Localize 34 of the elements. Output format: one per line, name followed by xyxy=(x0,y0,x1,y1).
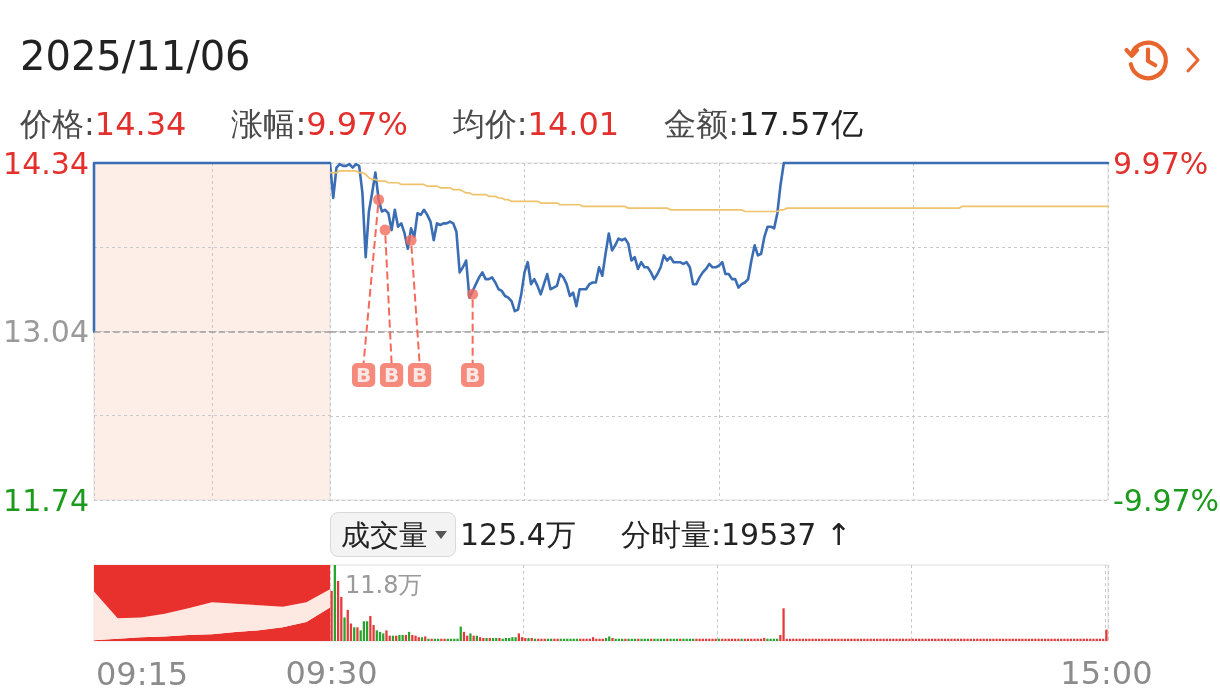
y-tick-label: 14.34 xyxy=(3,145,89,181)
text: 125.4万 xyxy=(460,515,576,554)
text: 涨幅:9.97% xyxy=(231,105,408,143)
text: 分时量:19537 ↑ xyxy=(620,515,852,554)
y-tick-label: 9.97% xyxy=(1113,145,1209,181)
bar xyxy=(343,617,346,641)
chart-title: 成交量 xyxy=(341,516,428,554)
point xyxy=(373,194,385,206)
y-tick-label: 13.04 xyxy=(3,314,89,349)
dropdown: 成交量 xyxy=(330,512,456,557)
bar xyxy=(782,608,785,641)
text: 均价:14.01 xyxy=(452,105,620,143)
bar xyxy=(375,630,378,641)
text: 09:15 xyxy=(96,655,189,693)
y-tick-label: -9.97% xyxy=(1113,482,1220,518)
bar xyxy=(1105,629,1108,641)
point xyxy=(405,234,417,246)
data-label: B xyxy=(383,363,400,387)
bar xyxy=(514,637,517,641)
point xyxy=(467,288,479,300)
bar xyxy=(330,590,333,641)
data-label: B xyxy=(411,363,428,387)
bar xyxy=(517,633,520,641)
data-label: B xyxy=(465,363,481,387)
chart-title: 2025/11/06 xyxy=(20,32,251,80)
text: 价格:14.34 xyxy=(20,105,187,143)
text: 金额:17.57亿 xyxy=(664,105,863,143)
point xyxy=(379,224,391,236)
x-tick-label: 15:00 xyxy=(1060,654,1153,692)
data-label: B xyxy=(355,363,372,387)
annotation: 11.8万 xyxy=(345,570,423,600)
line-series xyxy=(329,170,1109,213)
y-tick-label: 11.74 xyxy=(3,482,89,518)
x-tick-label: 09:30 xyxy=(285,654,378,692)
